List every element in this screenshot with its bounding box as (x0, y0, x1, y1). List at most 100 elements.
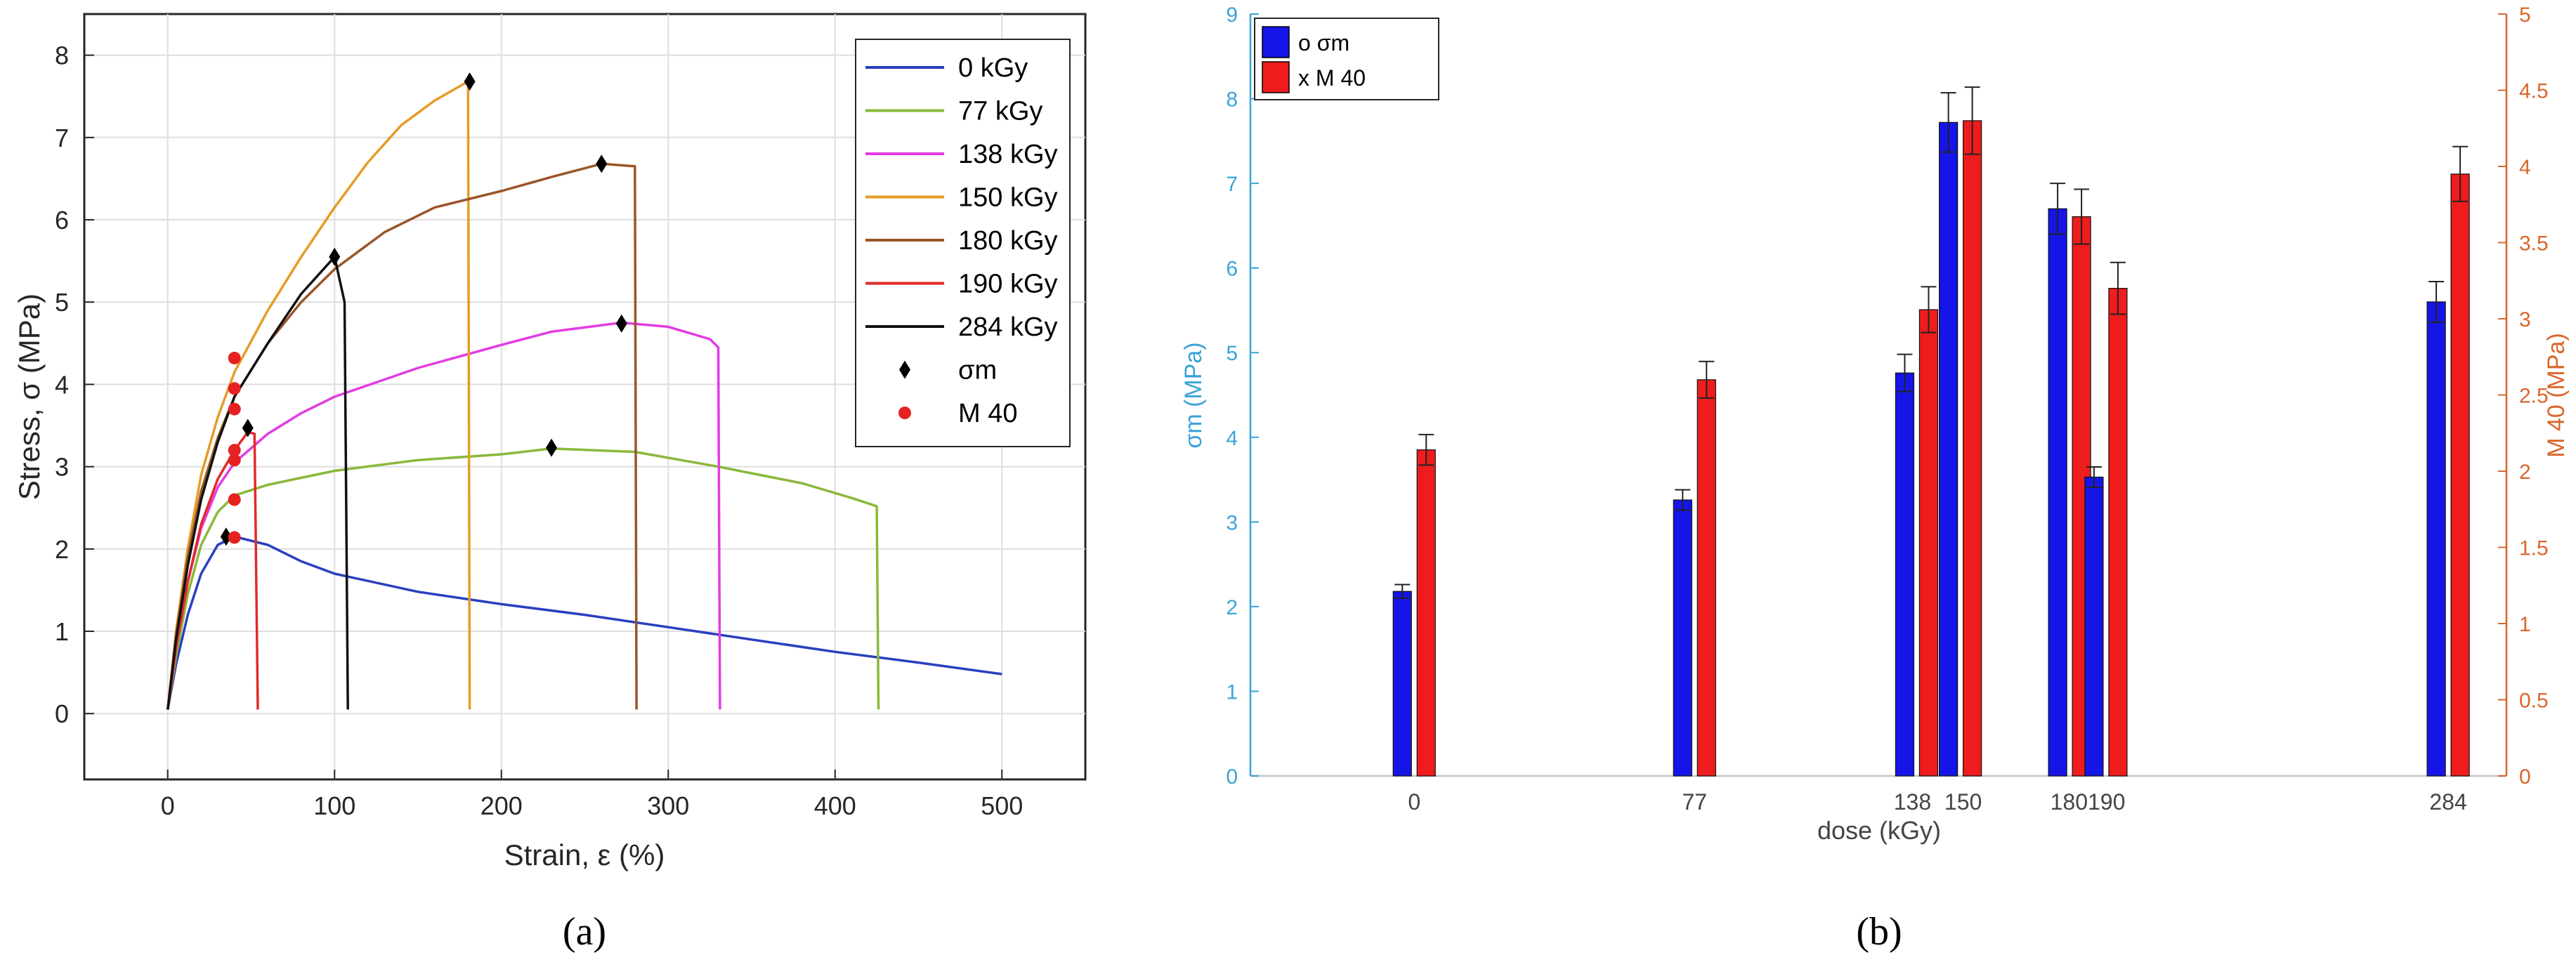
bar-m-40-150 (1963, 120, 1982, 777)
series-line-150-kgy (166, 80, 471, 710)
bar-m-0 (1392, 591, 1412, 777)
panel-b-legend-swatch-m40 (1262, 61, 1290, 93)
sigma-m-marker (546, 438, 557, 457)
panel-a-y-tick-label: 4 (55, 370, 69, 399)
panel-b-right-tick-label: 3.5 (2519, 232, 2549, 256)
sigma-m-marker (220, 527, 232, 546)
panel-a-y-tick-label: 6 (55, 206, 69, 235)
panel-b-left-tick-label: 6 (1226, 258, 1238, 281)
panel-b-x-tick-label: 77 (1682, 789, 1707, 815)
panel-b-x-tick-label: 180190 (2051, 789, 2126, 815)
bar-m-190 (2084, 476, 2104, 777)
legend-label-190-kgy: 190 kGy (958, 270, 1058, 299)
panel-b-right-tick-label: 1 (2519, 613, 2531, 636)
panel-b-legend-swatch-sigma (1262, 26, 1290, 58)
panel-b-left-axis-label: σm (MPa) (1180, 342, 1207, 448)
panel-b-left-tick-label: 2 (1226, 596, 1238, 619)
bar-m-77 (1673, 499, 1692, 777)
legend-label-180-kgy: 180 kGy (958, 226, 1058, 256)
panel-a-markers (220, 72, 627, 546)
panel-b-legend: o σm x M 40 (1254, 18, 1439, 100)
m40-marker (228, 454, 241, 467)
panel-b-right-tick-label: 4 (2519, 156, 2531, 179)
panel-b-bar-chart: 0 1 2 3 4 5 6 7 8 9 0 0.5 1 1.5 2 2.5 3 3.5 4 4.5 5 0 77 138 150… (1180, 4, 2570, 954)
legend-m40-symbol (898, 407, 911, 419)
sigma-m-marker (596, 154, 608, 173)
legend-label-0-kgy: 0 kGy (958, 53, 1028, 83)
panel-a-y-tick-label: 7 (55, 124, 69, 152)
panel-b-legend-label-sigma: o σm (1298, 30, 1349, 55)
panel-a-y-tick-label: 5 (55, 288, 69, 317)
panel-b-left-tick-label: 8 (1226, 88, 1238, 112)
panel-b-right-tick-label: 3 (2519, 308, 2531, 331)
sigma-m-marker (464, 72, 476, 91)
series-line-77-kgy (166, 447, 880, 710)
panel-b-x-tick-label: 0 (1408, 789, 1420, 815)
bar-m-40-138 (1918, 309, 1939, 777)
panel-b-left-tick-label: 3 (1226, 511, 1238, 534)
legend-label-m: σm (958, 356, 997, 386)
panel-b-right-tick-label: 0.5 (2519, 690, 2549, 713)
panel-b-right-tick-label: 5 (2519, 4, 2531, 27)
panel-b-ticks: 0 1 2 3 4 5 6 7 8 9 0 0.5 1 1.5 2 2.5 3 3.5 4 4.5 5 0 77 138 150… (1226, 4, 2548, 815)
panel-b-x-tick-label: 284 (2429, 789, 2466, 815)
panel-a-series-lines (166, 80, 1002, 710)
panel-a-x-tick-label: 200 (480, 791, 523, 820)
legend-label-150-kgy: 150 kGy (958, 183, 1058, 213)
legend-label-m-40: M 40 (958, 399, 1017, 428)
panel-b-right-tick-label: 2.5 (2519, 385, 2549, 408)
panel-b-x-axis-label: dose (kGy) (1817, 816, 1941, 845)
panel-b-legend-label-m40: x M 40 (1298, 65, 1366, 91)
panel-a-y-tick-label: 0 (55, 699, 69, 728)
panel-b-caption: (b) (1856, 910, 1902, 954)
panel-a-legend-box (855, 39, 1071, 447)
sigma-m-marker (615, 314, 627, 333)
m40-marker (228, 351, 241, 364)
panel-b-x-tick-label: 150 (1944, 789, 1982, 815)
panel-b-bars (1392, 86, 2470, 777)
legend-sigma-m-symbol (899, 360, 910, 379)
series-line-180-kgy (166, 162, 638, 710)
panel-a-caption: (a) (563, 910, 606, 954)
bar-m-150 (1939, 121, 1959, 777)
bar-m-40-190 (2108, 288, 2128, 777)
bar-m-40-77 (1696, 379, 1716, 777)
m40-marker (228, 493, 241, 506)
sigma-m-marker (329, 247, 341, 266)
bar-m-40-284 (2450, 173, 2470, 777)
panel-b-left-tick-label: 4 (1226, 427, 1238, 450)
panel-a-y-tick-label: 8 (55, 41, 69, 70)
panel-a-y-tick-label: 2 (55, 535, 69, 564)
panel-b-right-tick-label: 2 (2519, 461, 2531, 484)
panel-b-right-tick-label: 1.5 (2519, 537, 2549, 560)
m40-marker (228, 382, 241, 395)
panel-a-x-tick-label: 300 (647, 791, 689, 820)
m40-marker (228, 444, 241, 457)
panel-b-left-tick-label: 7 (1226, 173, 1238, 196)
legend-label-284-kgy: 284 kGy (958, 312, 1058, 342)
panel-b-left-tick-label: 0 (1226, 765, 1238, 789)
m40-marker (228, 402, 241, 416)
panel-b-x-tick-label: 138 (1894, 789, 1931, 815)
panel-b-left-tick-label: 1 (1226, 680, 1238, 704)
m40-marker (228, 531, 241, 544)
legend-label-138-kgy: 138 kGy (958, 140, 1058, 169)
panel-b-left-tick-label: 5 (1226, 342, 1238, 365)
bar-m-180 (2048, 208, 2067, 777)
panel-a-x-tick-label: 500 (981, 791, 1023, 820)
panel-b-right-tick-label: 4.5 (2519, 80, 2549, 103)
panel-a-y-tick-label: 3 (55, 453, 69, 482)
panel-b-right-tick-label: 0 (2519, 765, 2531, 789)
panel-a-grid (84, 14, 1085, 779)
sigma-m-marker (242, 419, 254, 437)
series-line-0-kgy (166, 535, 1002, 710)
panel-b-right-axis-label: M 40 (MPa) (2543, 333, 2570, 458)
legend-label-77-kgy: 77 kGy (958, 97, 1042, 126)
panel-a-x-tick-label: 100 (313, 791, 355, 820)
bar-m-284 (2426, 301, 2446, 777)
panel-b-left-tick-label: 9 (1226, 4, 1238, 27)
panel-a-x-tick-label: 0 (161, 791, 175, 820)
panel-a-y-axis-label: Stress, σ (MPa) (13, 294, 46, 500)
